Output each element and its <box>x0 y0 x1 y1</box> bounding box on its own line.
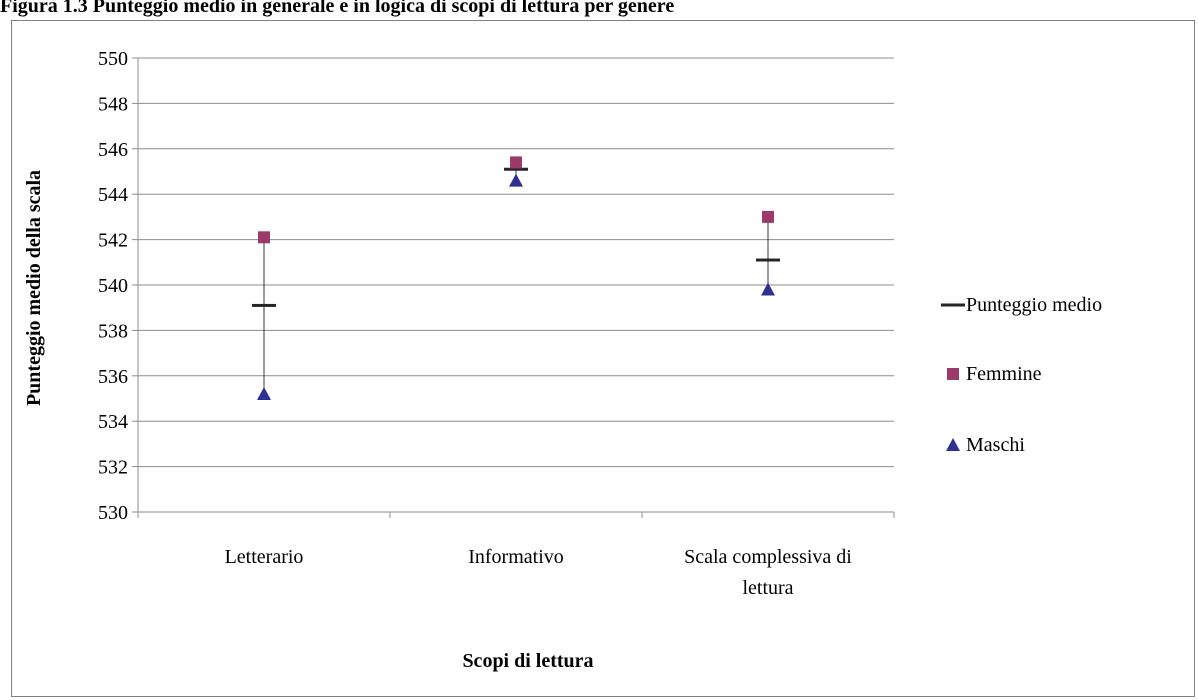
femmine-point <box>762 210 774 223</box>
y-tick-label: 530 <box>98 502 128 524</box>
chart-frame <box>11 20 1195 697</box>
femmine-point <box>258 231 270 244</box>
x-tick-label: Scala complessiva di lettura <box>684 546 852 599</box>
figure-title: Figura 1.3 Punteggio medio in generale e… <box>0 0 675 17</box>
x-tick-label: Informativo <box>468 546 564 568</box>
data-marks <box>252 156 780 400</box>
y-tick-label: 550 <box>98 48 128 70</box>
x-axis-title: Scopi di lettura <box>462 650 593 672</box>
y-tick-label: 542 <box>98 230 128 252</box>
gridlines <box>138 57 894 513</box>
axes <box>132 57 895 518</box>
y-tick-label: 532 <box>98 457 128 479</box>
range-lines <box>263 162 769 394</box>
y-tick-label: 548 <box>98 93 128 115</box>
maschi-point <box>257 386 271 400</box>
x-tick-labels: Letterario Informativo Scala complessiva d… <box>225 546 853 599</box>
maschi-point <box>509 173 523 187</box>
y-tick-label: 536 <box>98 366 128 388</box>
y-tick-label: 538 <box>98 320 128 342</box>
legend: Punteggio medio Femmine Maschi <box>941 294 1102 456</box>
legend-marker-punteggio-medio <box>941 303 965 307</box>
x-tick-label: Letterario <box>225 546 304 568</box>
legend-label-maschi: Maschi <box>966 434 1025 456</box>
legend-marker-maschi <box>946 438 960 451</box>
punteggio-medio-point <box>252 303 276 307</box>
femmine-point <box>510 156 522 169</box>
y-tick-label: 546 <box>98 139 128 161</box>
legend-marker-femmine <box>947 368 959 380</box>
y-tick-label: 544 <box>98 184 128 206</box>
y-tick-label: 540 <box>98 275 128 297</box>
legend-label-femmine: Femmine <box>966 363 1042 385</box>
maschi-point <box>761 282 775 296</box>
y-axis-title: Punteggio medio della scala <box>23 170 45 406</box>
punteggio-medio-point <box>504 167 528 171</box>
y-tick-labels: 530 532 534 536 538 540 542 544 546 548 550 <box>98 48 128 524</box>
y-tick-label: 534 <box>98 411 128 433</box>
punteggio-medio-point <box>756 258 780 262</box>
legend-label-punteggio-medio: Punteggio medio <box>966 294 1102 316</box>
